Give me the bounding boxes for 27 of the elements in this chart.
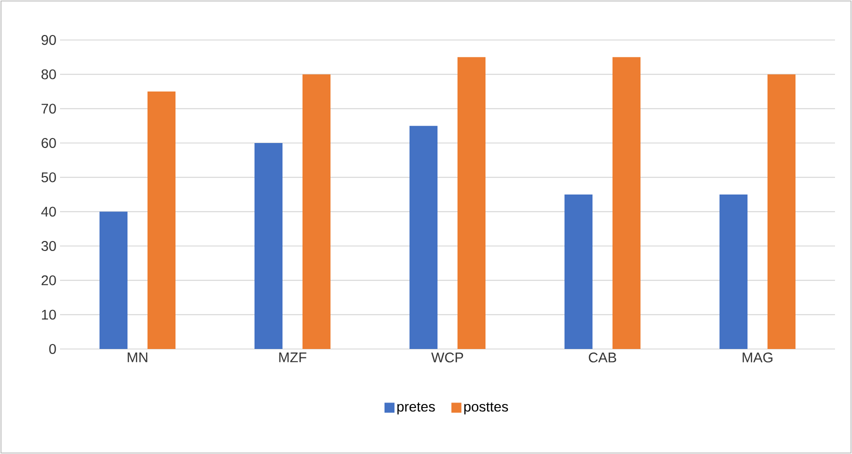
bar xyxy=(612,57,641,349)
y-tick-label: 70 xyxy=(42,104,56,114)
bar xyxy=(254,142,283,349)
y-tick-label: 30 xyxy=(41,241,56,251)
x-tick-label: MZF xyxy=(279,352,306,362)
legend-label: posttes xyxy=(464,402,508,414)
y-tick-label: 10 xyxy=(42,310,56,320)
bar xyxy=(302,74,331,349)
x-tick-label: MN xyxy=(128,352,148,362)
y-tick-label: 90 xyxy=(42,35,56,45)
y-tick-label: 60 xyxy=(42,138,56,148)
y-tick-label: 20 xyxy=(42,275,56,286)
x-tick-label: MAG xyxy=(742,352,772,362)
bar xyxy=(720,194,748,349)
y-tick-label: 80 xyxy=(42,69,56,80)
x-tick-label: WCP xyxy=(431,352,464,362)
bar xyxy=(768,74,796,349)
y-tick-label: 50 xyxy=(41,172,56,182)
bar xyxy=(564,194,593,349)
bar xyxy=(148,91,176,349)
y-tick-label: 0 xyxy=(49,344,56,354)
bar xyxy=(458,57,486,349)
legend-label: pretes xyxy=(397,402,435,414)
x-tick-label: CAB xyxy=(588,352,616,362)
y-tick-label: 40 xyxy=(41,206,56,217)
bar xyxy=(100,212,128,349)
bar xyxy=(410,126,438,349)
